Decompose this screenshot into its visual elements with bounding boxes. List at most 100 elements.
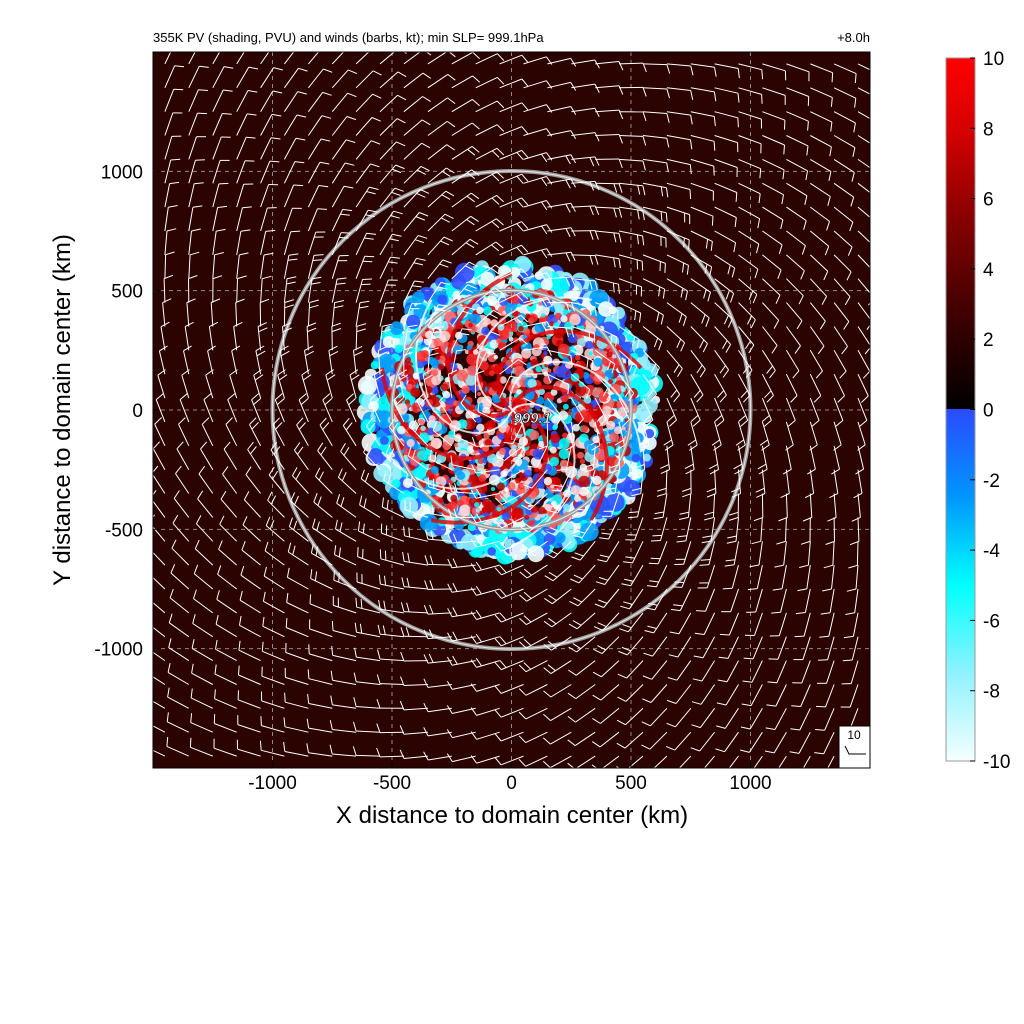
wind-barb [215,614,237,638]
wind-barb [379,94,407,113]
wind-barb [714,373,727,403]
wind-barb [543,612,572,628]
wind-barb [616,731,644,749]
wind-barb [642,111,670,123]
wind-barb [642,373,658,402]
wind-barb [237,690,261,709]
pv-negative-cell [579,433,589,443]
wind-barb [236,206,252,232]
wind-barb [189,737,213,757]
pv-negative-cell [549,446,557,454]
pv-positive-cell [520,483,525,488]
wind-barb [735,421,746,451]
wind-barb [272,417,285,447]
wind-barb [738,206,761,229]
wind-barb [761,373,774,403]
wind-barb [260,67,283,89]
wind-barb [365,418,381,447]
wind-barb [470,755,500,764]
wind-barb [191,663,214,685]
wind-barb [249,417,262,447]
wind-barb [595,278,620,294]
pv-positive-cell [574,355,581,361]
pv-negative-cell [504,488,509,493]
wind-barb [747,564,763,591]
wind-barb [762,278,781,304]
wind-barb [290,492,309,518]
wind-barb [738,87,763,104]
pv-positive-cell [453,442,459,448]
wind-barb [331,645,357,662]
pv-spiral-band [414,299,513,435]
wind-barb [153,539,166,566]
wind-barb [666,206,691,225]
wind-barb [260,52,270,65]
pv-positive-cell [485,502,496,513]
wind-barb [404,500,429,518]
wind-barb [857,182,870,194]
wind-barb [168,613,190,638]
pv-positive-cell [523,328,530,335]
wind-barb [670,588,692,612]
wind-barb [841,660,859,685]
wind-barb [191,638,214,662]
pv-positive-cell [576,496,582,502]
pv-negative-cell [563,403,569,410]
wind-barb [569,588,596,607]
wind-barb [423,653,452,664]
wind-barb [499,244,529,256]
wind-barb [520,517,548,533]
x-axis: -1000 -500 0 500 1000 [248,762,772,794]
wind-barb [719,612,739,636]
pv-negative-cell [370,361,379,370]
wind-barb [470,537,500,548]
wind-barb [259,740,285,757]
wind-barb [591,731,620,748]
wind-barb [447,607,476,618]
wind-barb [597,541,620,563]
wind-barb [740,731,763,753]
pv-spiral-band [510,402,576,548]
wind-barb [642,87,670,99]
colorbar-tick-label: -8 [983,682,1000,703]
wind-barb [690,326,708,353]
wind-barb [331,69,358,89]
pv-negative-cell [435,277,446,288]
wind-barb [571,107,600,118]
wind-barb [171,539,190,566]
forecast-time-label: +8.0h [837,30,870,45]
colorbar-tick-label: 6 [983,190,994,211]
wind-barb [716,684,739,706]
wind-barb [227,393,238,423]
wind-barb [167,687,190,709]
pv-positive-cell [590,469,600,478]
wind-barb [179,393,190,423]
wind-barb [674,541,692,565]
pv-positive-cell [609,432,620,443]
pv-positive-cell [435,355,441,360]
pv-negative-cell [453,345,463,355]
range-ring-500km-highlight [391,289,632,531]
wind-barb [618,230,645,246]
wind-barb [786,135,809,156]
wind-barb [283,717,309,733]
wind-barb [499,173,529,184]
wind-barb [307,254,324,279]
wind-barb [601,493,620,517]
pv-positive-cell [499,376,507,384]
wind-barb [829,469,839,499]
wind-barb [164,65,185,89]
wind-barb [236,160,255,184]
wind-barb [342,417,357,447]
wind-barb [236,183,254,208]
wind-barb [427,52,456,65]
pv-negative-cell [543,350,548,356]
wind-barb [153,700,166,709]
reference-barb-label: 10 [847,728,861,742]
pv-positive-cell [477,457,484,465]
pv-negative-cell [558,438,570,449]
wind-barb [331,232,351,256]
pv-negative-cell [360,419,376,435]
wind-barb [618,349,638,376]
pv-negative-cell [357,375,378,395]
